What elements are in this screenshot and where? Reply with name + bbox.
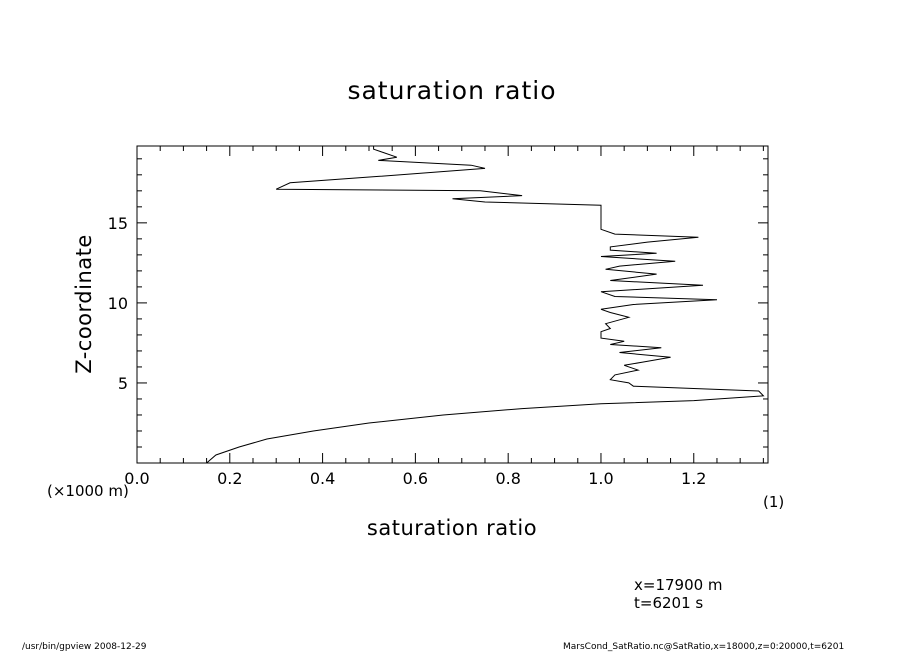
- y-unit-label: (×1000 m): [47, 482, 129, 500]
- info-x-position: x=17900 m: [634, 576, 723, 594]
- y-axis-label: Z-coordinate: [72, 234, 96, 374]
- x-tick-label: 1.0: [588, 469, 613, 488]
- axis-ticks: [136, 146, 768, 463]
- footer-left: /usr/bin/gpview 2008-12-29: [22, 642, 147, 652]
- axis-tick-labels: 0.0 0.2 0.4 0.6 0.8 1.0 1.2 5 10 15: [108, 214, 707, 488]
- footer-right: MarsCond_SatRatio.nc@SatRatio,x=18000,z=…: [563, 642, 845, 652]
- plot-frame: [136, 145, 769, 464]
- y-tick-label: 5: [118, 374, 128, 393]
- x-tick-label: 1.2: [681, 469, 706, 488]
- x-tick-label: 0.4: [310, 469, 335, 488]
- series-line: [206, 146, 765, 464]
- x-tick-label: 0.8: [495, 469, 520, 488]
- x-axis-label: saturation ratio: [366, 516, 538, 540]
- y-tick-label: 15: [108, 214, 128, 233]
- info-time: t=6201 s: [634, 594, 704, 612]
- x-tick-label: 0.2: [217, 469, 242, 488]
- y-tick-label: 10: [108, 294, 128, 313]
- x-scale-label: (1): [763, 493, 785, 511]
- chart-title: saturation ratio: [347, 76, 557, 105]
- x-tick-label: 0.0: [124, 469, 149, 488]
- x-tick-label: 0.6: [403, 469, 428, 488]
